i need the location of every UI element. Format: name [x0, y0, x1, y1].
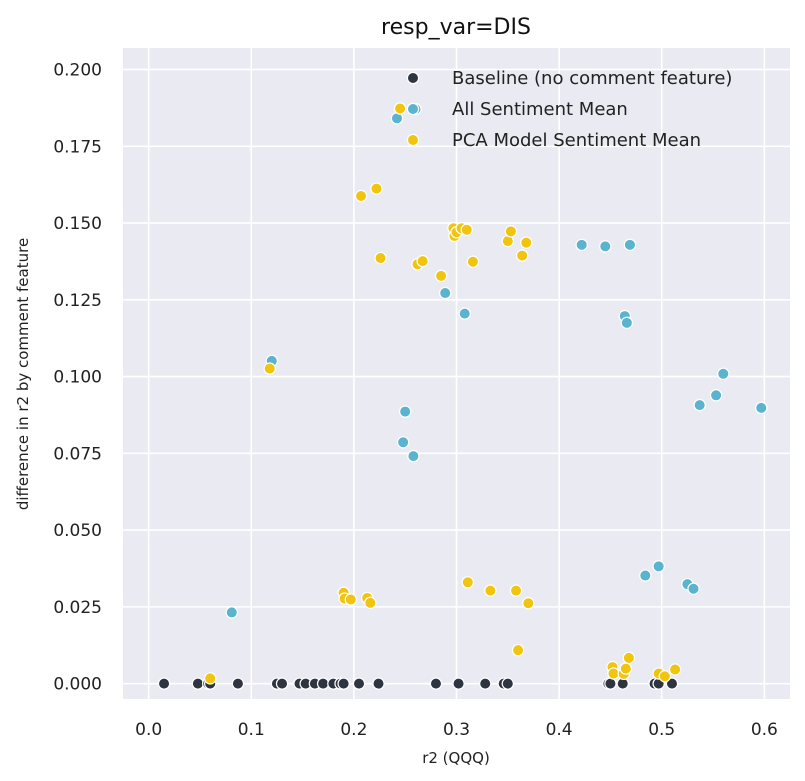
data-point — [668, 663, 682, 676]
y-tick-label: 0.025 — [53, 598, 102, 618]
data-point — [416, 254, 429, 268]
data-point — [709, 389, 723, 402]
data-point — [396, 436, 410, 449]
legend-marker — [406, 71, 420, 85]
data-point — [652, 560, 665, 573]
x-axis-label: r2 (QQQ) — [422, 749, 490, 767]
data-point — [639, 569, 652, 582]
data-point — [755, 401, 768, 415]
data-point — [607, 667, 620, 680]
series-1 — [225, 102, 768, 619]
data-point — [520, 236, 533, 249]
legend-item: PCA Model Sentiment Mean — [406, 130, 701, 151]
x-tick-label: 0.2 — [340, 720, 367, 740]
data-point — [398, 405, 412, 418]
y-axis-label: difference in r2 by comment feature — [14, 238, 32, 510]
data-point — [575, 238, 588, 252]
x-tick-label: 0.1 — [238, 720, 265, 740]
y-tick-label: 0.125 — [53, 291, 102, 311]
data-point — [693, 398, 706, 412]
y-tick-label: 0.050 — [53, 521, 102, 541]
data-points — [157, 102, 768, 690]
data-point — [658, 670, 672, 683]
data-point — [407, 449, 420, 463]
data-point — [511, 643, 525, 657]
y-tick-label: 0.100 — [53, 368, 102, 388]
legend: Baseline (no comment feature) All Sentime… — [406, 68, 732, 151]
legend-label: PCA Model Sentiment Mean — [452, 130, 701, 151]
data-point — [225, 606, 238, 619]
data-point — [604, 677, 617, 690]
data-point — [352, 677, 366, 690]
y-tick-label: 0.175 — [53, 137, 102, 157]
data-point — [458, 307, 471, 320]
data-point — [717, 367, 730, 381]
data-point — [623, 238, 637, 252]
data-point — [599, 240, 612, 253]
data-point — [515, 249, 529, 262]
data-point — [344, 593, 358, 606]
data-point — [275, 677, 289, 690]
data-point — [372, 677, 385, 690]
y-tick-label: 0.150 — [53, 214, 102, 234]
legend-item: Baseline (no comment feature) — [406, 68, 732, 89]
data-point — [337, 677, 350, 690]
x-tick-label: 0.6 — [751, 720, 778, 740]
data-point — [434, 269, 448, 283]
data-point — [429, 677, 443, 690]
legend-label: Baseline (no comment feature) — [452, 68, 732, 89]
data-point — [484, 584, 497, 597]
data-point — [191, 677, 205, 690]
x-tick-labels: 0.0 0.1 0.2 0.3 0.4 0.5 0.6 — [135, 720, 778, 740]
data-point — [316, 677, 330, 690]
data-point — [231, 677, 245, 690]
data-point — [393, 102, 407, 115]
y-tick-label: 0.000 — [53, 675, 102, 695]
data-point — [479, 677, 492, 690]
data-point — [354, 189, 368, 203]
data-point — [509, 584, 523, 597]
x-tick-label: 0.4 — [546, 720, 573, 740]
x-tick-label: 0.0 — [135, 720, 162, 740]
chart-title: resp_var=DIS — [381, 15, 531, 40]
legend-marker — [406, 133, 420, 147]
y-tick-labels: 0.000 0.025 0.050 0.075 0.100 0.125 0.150 0.175… — [53, 60, 102, 694]
data-point — [622, 651, 636, 665]
data-point — [370, 182, 383, 195]
data-point — [461, 576, 474, 589]
data-point — [665, 677, 679, 690]
data-point — [501, 677, 515, 690]
data-point — [364, 596, 377, 610]
legend-item: All Sentiment Mean — [406, 99, 628, 120]
data-point — [452, 677, 465, 690]
data-point — [263, 362, 276, 375]
y-tick-label: 0.200 — [53, 60, 102, 80]
series-2 — [204, 102, 682, 685]
legend-marker — [406, 102, 420, 116]
data-point — [439, 286, 452, 300]
y-tick-label: 0.075 — [53, 444, 102, 464]
legend-label: All Sentiment Mean — [452, 99, 628, 120]
data-point — [204, 672, 217, 685]
data-point — [157, 677, 171, 690]
data-point — [687, 582, 700, 595]
x-tick-label: 0.3 — [443, 720, 470, 740]
data-point — [504, 225, 518, 238]
x-tick-label: 0.5 — [648, 720, 675, 740]
data-point — [620, 316, 634, 330]
data-point — [522, 596, 535, 610]
data-point — [460, 223, 473, 236]
data-point — [466, 255, 480, 268]
data-point — [374, 251, 387, 265]
data-point — [619, 662, 633, 675]
